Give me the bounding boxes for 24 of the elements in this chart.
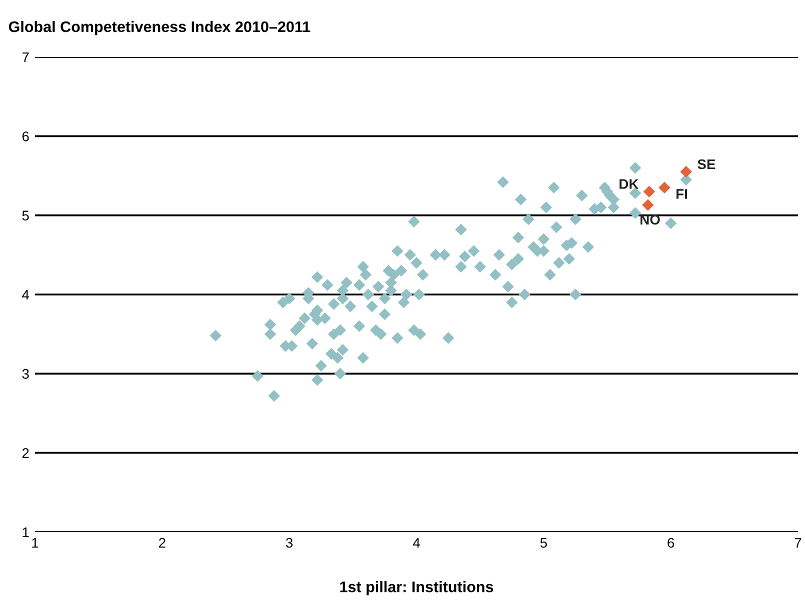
chart-title: Global Competetiveness Index 2010–2011 xyxy=(8,20,310,36)
y-tick-label: 1 xyxy=(22,527,29,538)
point xyxy=(643,186,656,198)
y-tick-label: 3 xyxy=(22,369,29,379)
annotation: FI xyxy=(676,189,687,199)
annotation: NO xyxy=(640,214,660,225)
y-tick-label: 6 xyxy=(22,132,29,142)
y-tick-label: 4 xyxy=(22,290,30,300)
point xyxy=(680,166,692,178)
x-tick-label: 5 xyxy=(540,538,547,548)
point xyxy=(642,199,654,211)
x-tick-label: 3 xyxy=(286,538,293,548)
x-tick-label: 7 xyxy=(794,538,802,548)
y-tick-label: 5 xyxy=(22,210,29,221)
x-axis-title: 1st pillar: Institutions xyxy=(340,581,494,596)
x-tick-label: 6 xyxy=(668,538,674,548)
x-tick-label: 1 xyxy=(32,538,38,548)
x-tick-label: 2 xyxy=(159,538,166,548)
annotation: DK xyxy=(620,179,639,189)
point xyxy=(658,182,670,194)
y-tick-label: 7 xyxy=(22,52,29,62)
x-tick-label: 4 xyxy=(412,538,420,548)
y-tick-label: 2 xyxy=(22,448,29,458)
annotation: SE xyxy=(698,159,716,170)
